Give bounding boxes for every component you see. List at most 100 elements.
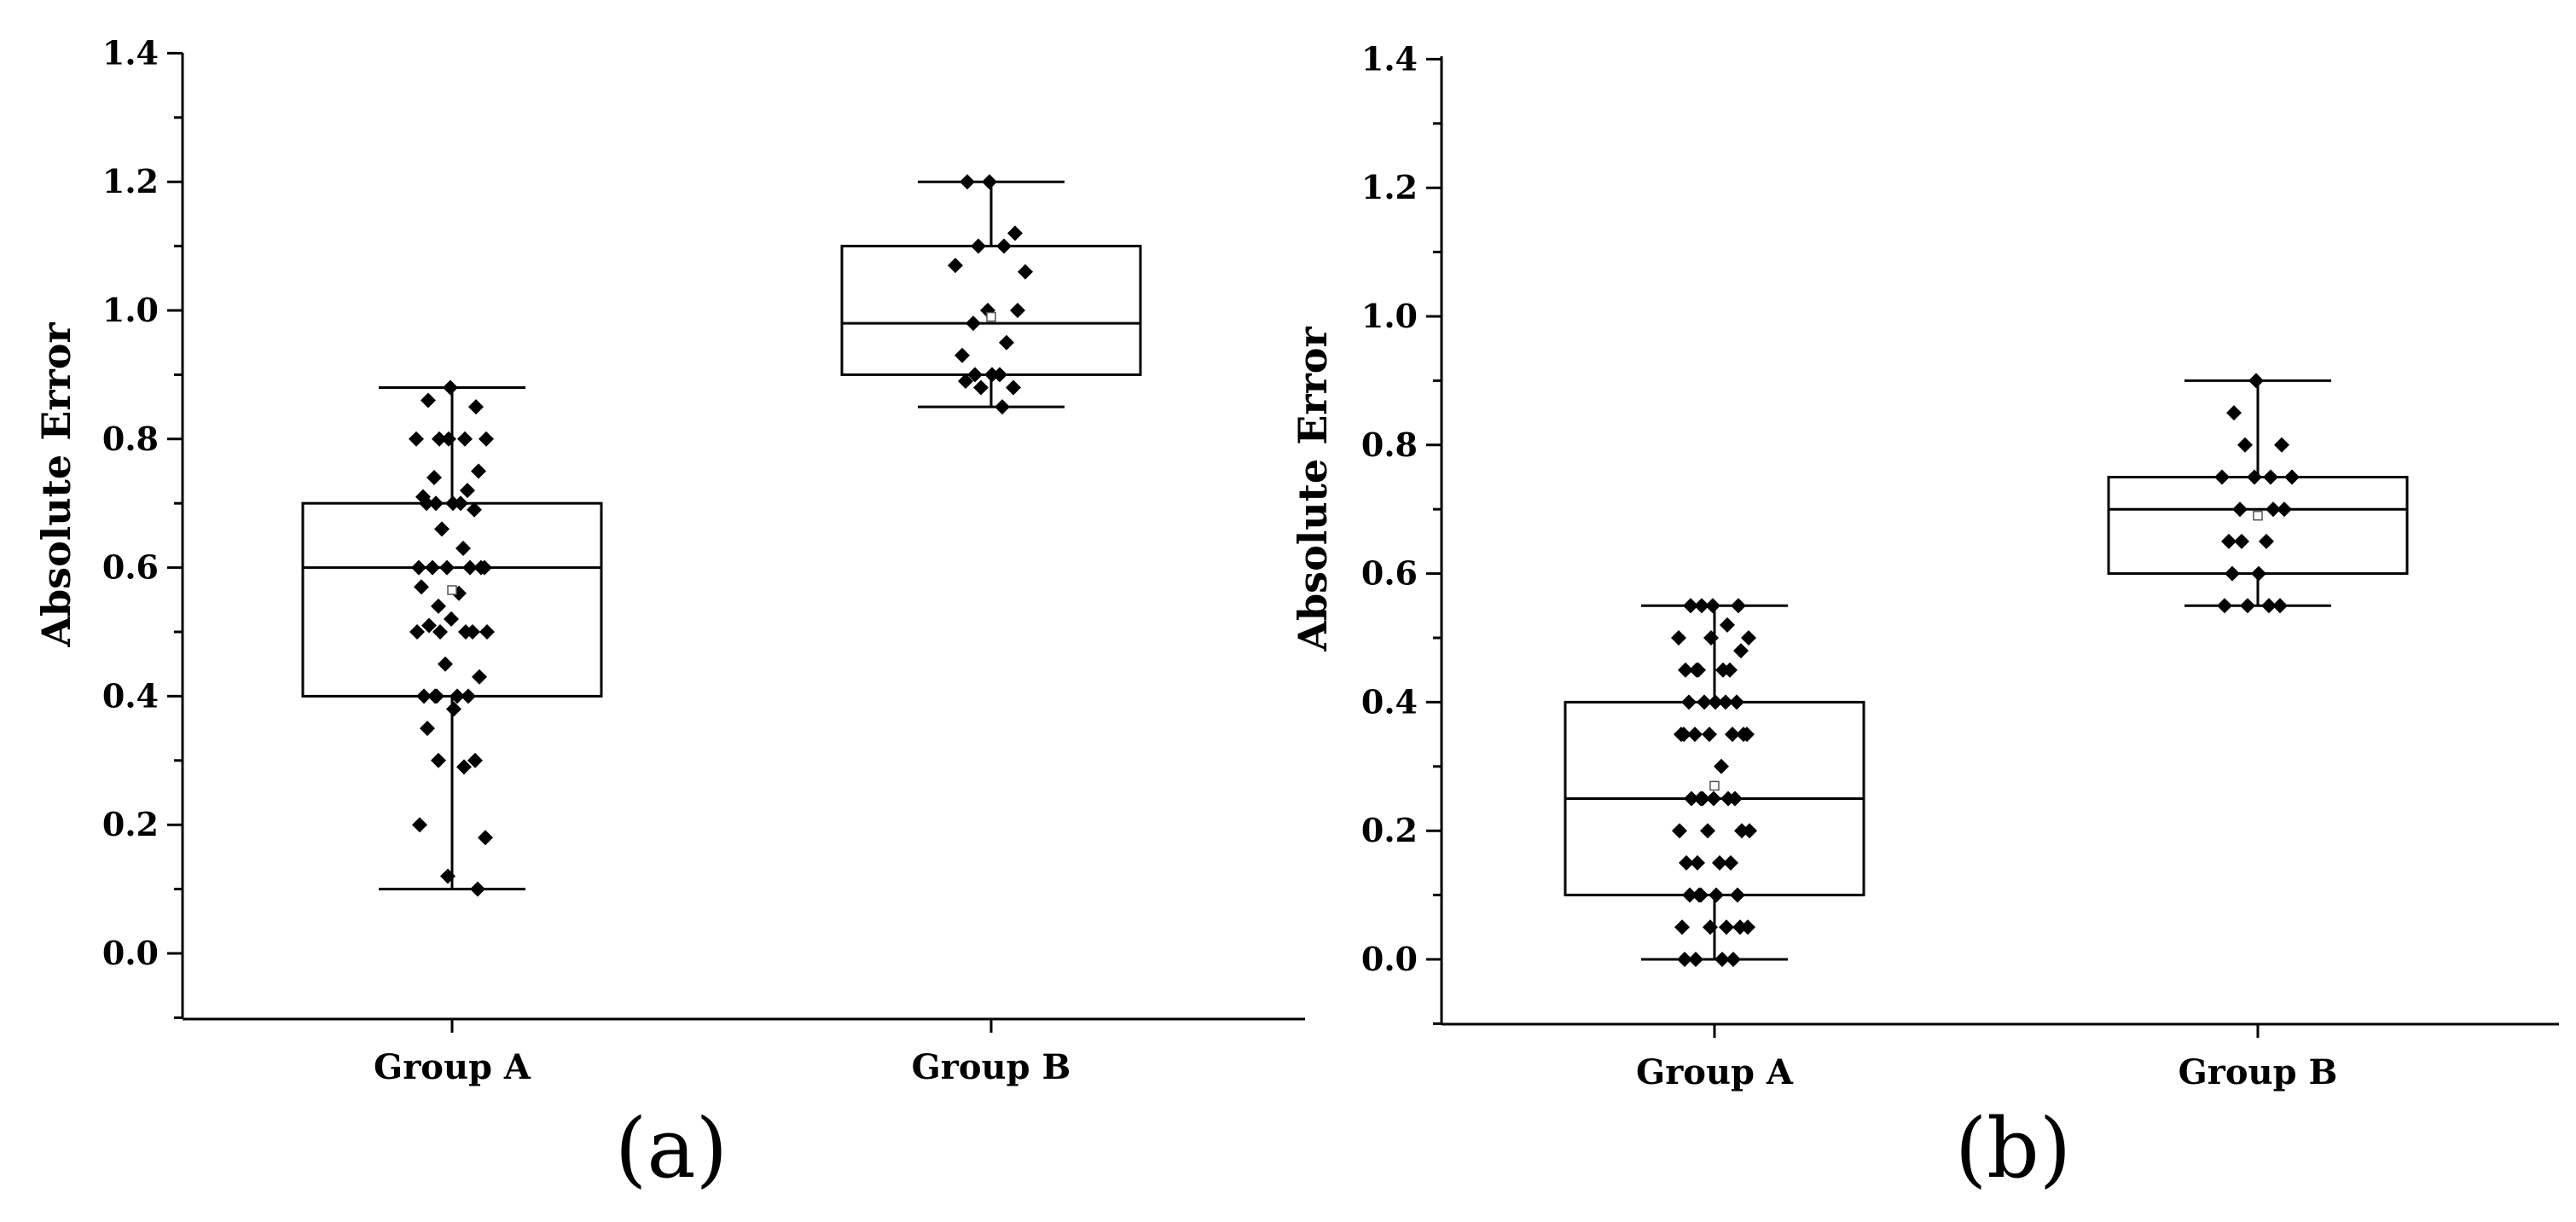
- data-point: [2217, 598, 2232, 614]
- y-tick-label: 0.2: [102, 805, 159, 843]
- data-point: [479, 431, 494, 447]
- data-point: [984, 367, 1000, 383]
- y-tick-label: 0.2: [1361, 811, 1418, 849]
- data-point: [2272, 598, 2288, 614]
- data-point: [1697, 694, 1712, 710]
- data-point: [445, 495, 461, 512]
- data-point: [967, 367, 983, 383]
- data-point: [416, 688, 432, 704]
- y-axis-title: Absolute Error: [1290, 327, 1336, 652]
- data-point: [1732, 919, 1748, 935]
- data-point: [954, 347, 970, 363]
- data-point: [1018, 264, 1033, 280]
- data-point: [409, 624, 425, 640]
- panel-label: (b): [1955, 1101, 2071, 1196]
- data-point: [440, 868, 455, 884]
- data-point: [1706, 791, 1721, 807]
- data-point: [470, 881, 485, 897]
- data-point: [1684, 791, 1699, 807]
- data-point: [2274, 437, 2289, 453]
- data-point: [460, 483, 475, 499]
- data-point: [1731, 598, 1746, 614]
- y-tick-label: 0.0: [1361, 940, 1418, 978]
- data-point: [2225, 565, 2240, 582]
- data-point: [479, 624, 495, 640]
- data-point: [1741, 630, 1756, 646]
- data-point: [431, 752, 446, 768]
- data-point: [1676, 727, 1691, 743]
- data-point: [432, 431, 447, 447]
- data-point: [1693, 887, 1709, 903]
- data-point: [2266, 501, 2281, 518]
- data-point: [1703, 630, 1719, 646]
- data-point: [458, 624, 473, 640]
- data-point: [1723, 854, 1738, 871]
- box-iqr: [2107, 476, 2409, 576]
- data-point: [1708, 694, 1723, 710]
- data-point: [1730, 887, 1745, 903]
- data-point: [409, 431, 424, 447]
- data-point: [1690, 854, 1705, 871]
- data-point: [462, 559, 478, 576]
- data-point: [2221, 533, 2237, 549]
- data-point: [1679, 854, 1694, 871]
- data-point: [421, 392, 436, 408]
- data-point: [1714, 952, 1730, 967]
- data-point: [461, 688, 476, 704]
- y-tick-label: 1.4: [102, 33, 159, 72]
- data-point: [971, 238, 986, 254]
- data-point: [1687, 727, 1703, 743]
- data-point: [467, 501, 482, 518]
- data-point: [1702, 727, 1717, 743]
- data-point: [1720, 617, 1735, 633]
- data-point: [1733, 643, 1749, 659]
- data-point: [2248, 373, 2264, 389]
- data-point: [471, 463, 486, 479]
- panel-b: 0.0 0.2 0.4 0.6 0.8 1.0 1.2 1.4 Absolute Error Gr…: [1290, 39, 2559, 1196]
- data-point: [2259, 533, 2274, 549]
- panel-label: (a): [615, 1101, 728, 1196]
- data-point: [973, 379, 989, 396]
- data-point: [1703, 919, 1718, 935]
- data-point: [432, 624, 448, 640]
- y-tick-label: 0.6: [1361, 554, 1418, 593]
- data-point: [419, 495, 434, 512]
- data-point: [1719, 919, 1734, 935]
- data-point: [434, 521, 450, 537]
- data-point: [1671, 630, 1686, 646]
- data-point: [2232, 501, 2248, 518]
- data-point: [1681, 694, 1697, 710]
- data-point: [948, 258, 963, 274]
- y-tick-label: 0.4: [102, 676, 159, 715]
- data-point: [1705, 598, 1720, 614]
- data-point: [431, 598, 446, 614]
- data-point: [2284, 469, 2300, 485]
- data-point: [444, 611, 459, 627]
- data-point: [428, 495, 444, 512]
- data-point: [421, 617, 437, 634]
- data-point: [426, 470, 442, 486]
- y-tick-label: 0.0: [102, 934, 159, 972]
- mean-marker: [1709, 780, 1720, 791]
- data-point: [1695, 791, 1710, 807]
- data-point: [1725, 727, 1740, 743]
- data-point: [2240, 598, 2255, 614]
- data-point: [472, 669, 487, 685]
- data-point: [1691, 662, 1706, 678]
- panel-a: 0.0 0.2 0.4 0.6 0.8 1.0 1.2 1.4 Absolute Error Gr…: [33, 33, 1305, 1196]
- data-point: [1726, 952, 1741, 967]
- data-point: [1683, 598, 1698, 614]
- y-axis-title: Absolute Error: [33, 322, 79, 648]
- mean-marker: [447, 585, 457, 595]
- mean-marker: [2253, 510, 2263, 521]
- data-point: [2263, 469, 2278, 485]
- data-point: [2234, 533, 2249, 549]
- data-point: [456, 759, 472, 775]
- data-point: [2247, 469, 2262, 485]
- data-point: [996, 238, 1012, 254]
- data-point: [1718, 694, 1733, 710]
- data-point: [2226, 405, 2242, 421]
- y-tick-label: 0.8: [102, 420, 159, 458]
- data-point: [966, 316, 981, 332]
